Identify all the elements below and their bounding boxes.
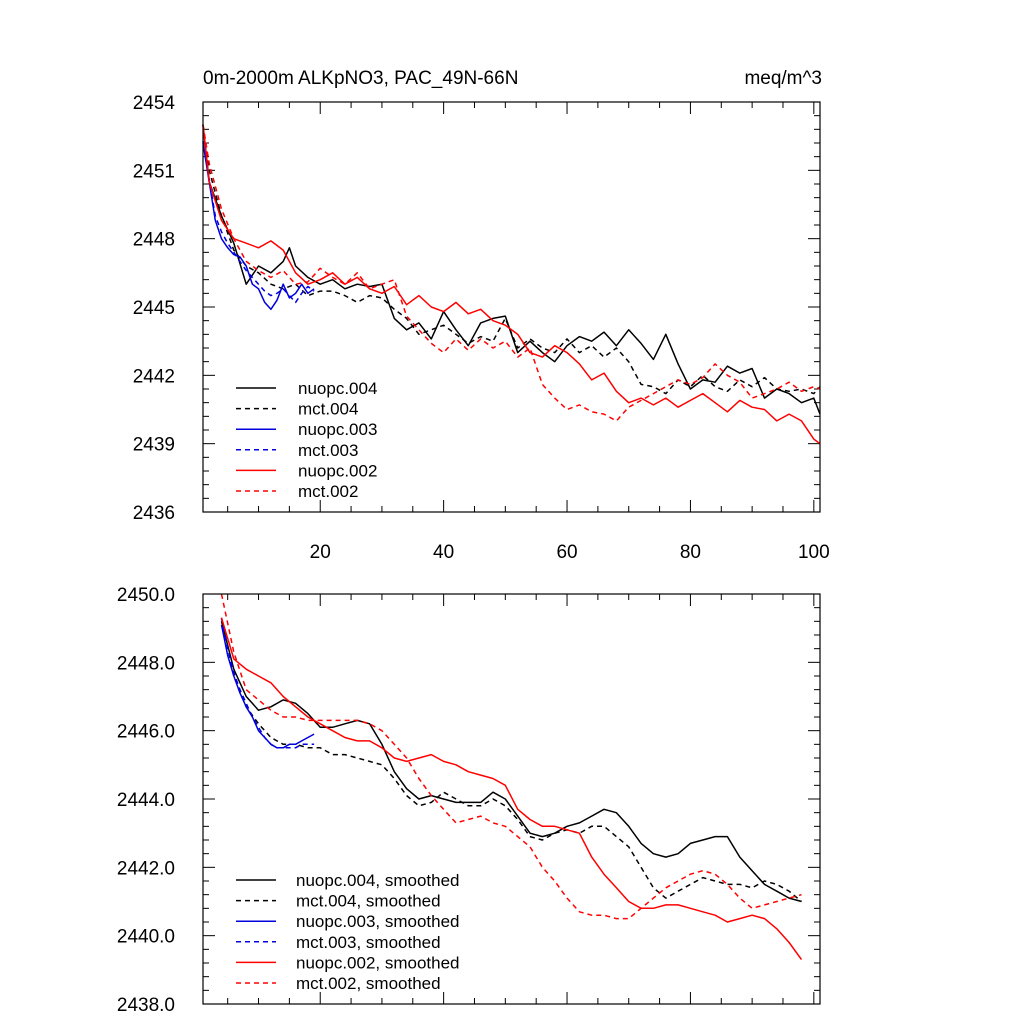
- bottom-plot-series: [220, 593, 803, 961]
- y-tick-label: 2438.0: [117, 995, 175, 1016]
- series-line-mct-004: [202, 124, 821, 395]
- bottom-plot-axes: 2438.0 2440.0 2442.0 2444.0 2446.0 2448.0 2450…: [117, 585, 820, 1016]
- legend-label: mct.004: [298, 400, 358, 419]
- series-line-nuopc-003: [202, 142, 315, 311]
- y-tick-label: 2439: [133, 435, 175, 456]
- y-tick-label: 2444.0: [117, 790, 175, 811]
- y-tick-label: 2440.0: [117, 927, 175, 948]
- top-plot-units: meq/m^3: [744, 68, 822, 89]
- top-plot-axes: 2436 2439 2442 2445 2448 2451 2454 20 40 60 80 100: [133, 93, 830, 563]
- series-line-nuopc-002-smoothed: [220, 617, 803, 961]
- top-plot-frame: [202, 101, 821, 513]
- legend-label: mct.003: [298, 441, 358, 460]
- y-tick-label: 2448: [133, 230, 175, 251]
- y-tick-label: 2442: [133, 366, 175, 387]
- y-tick-label: 2446.0: [117, 722, 175, 743]
- series-line-mct-002-smoothed: [220, 593, 802, 920]
- y-tick-label: 2442.0: [117, 858, 175, 879]
- y-tick-label: 2436: [133, 503, 175, 524]
- y-tick-label: 2450.0: [117, 585, 175, 606]
- legend-label: nuopc.002: [298, 461, 377, 480]
- series-line-mct-003: [202, 140, 315, 304]
- legend-label: nuopc.004, smoothed: [296, 871, 460, 890]
- legend-label: mct.003, smoothed: [296, 933, 441, 952]
- series-line-nuopc-002: [202, 124, 821, 445]
- legend-label: mct.004, smoothed: [296, 892, 441, 911]
- x-tick-label: 80: [680, 542, 701, 563]
- series-line-mct-002: [202, 124, 821, 422]
- legend-label: nuopc.003, smoothed: [296, 912, 460, 931]
- bottom-plot: 2438.0 2440.0 2442.0 2444.0 2446.0 2448.0 2450…: [117, 585, 821, 1016]
- y-tick-label: 2445: [133, 298, 175, 319]
- top-plot-series: [202, 124, 821, 445]
- top-plot-title: 0m-2000m ALKpNO3, PAC_49N-66N: [203, 68, 518, 89]
- x-tick-label: 40: [433, 542, 454, 563]
- x-tick-label: 100: [798, 542, 830, 563]
- series-line-mct-004-smoothed: [220, 617, 802, 903]
- series-line-nuopc-004-smoothed: [220, 621, 802, 903]
- series-line-mct-003-smoothed: [220, 617, 315, 749]
- legend-label: nuopc.003: [298, 420, 377, 439]
- x-tick-label: 20: [310, 542, 331, 563]
- legend-label: mct.002: [298, 482, 358, 501]
- y-tick-label: 2454: [133, 93, 176, 114]
- series-line-nuopc-003-smoothed: [220, 624, 315, 749]
- legend-label: nuopc.002, smoothed: [296, 953, 460, 972]
- y-tick-label: 2448.0: [117, 653, 175, 674]
- x-tick-label: 60: [556, 542, 577, 563]
- legend-label: mct.002, smoothed: [296, 974, 441, 993]
- bottom-plot-frame: [202, 593, 821, 1005]
- legend-label: nuopc.004: [298, 379, 377, 398]
- top-plot: 0m-2000m ALKpNO3, PAC_49N-66N meq/m^3 24…: [133, 68, 830, 563]
- series-line-nuopc-004: [202, 124, 821, 415]
- y-tick-label: 2451: [133, 161, 175, 182]
